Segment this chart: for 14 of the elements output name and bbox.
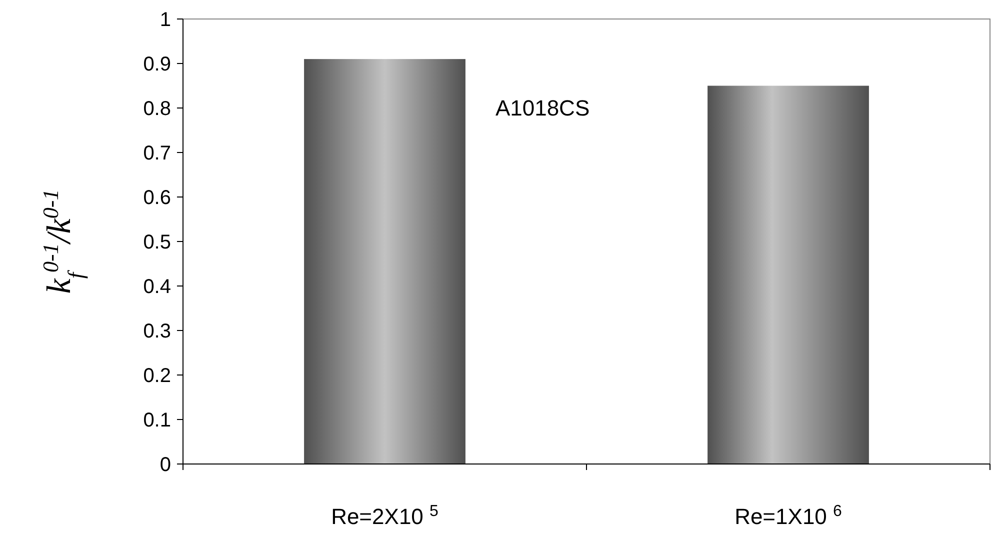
y-tick-label: 1 xyxy=(160,9,171,31)
y-tick-label: 0.7 xyxy=(143,142,171,164)
y-tick-label: 0.1 xyxy=(143,410,171,432)
y-tick-label: 0.3 xyxy=(143,320,171,342)
y-tick-label: 0.6 xyxy=(143,187,171,209)
x-tick-label: Re=2X10 $^{5}$ xyxy=(331,502,439,529)
y-tick-label: 0.8 xyxy=(143,98,171,120)
annotation: A1018CS xyxy=(495,96,590,121)
y-tick-label: 0.9 xyxy=(143,54,171,76)
x-tick-label: Re=1X10 $^{6}$ xyxy=(734,502,842,529)
y-tick-label: 0.2 xyxy=(143,365,171,387)
y-tick-label: 0 xyxy=(160,454,171,476)
y-tick-label: 0.5 xyxy=(143,232,171,254)
y-tick-label: 0.4 xyxy=(143,276,171,298)
